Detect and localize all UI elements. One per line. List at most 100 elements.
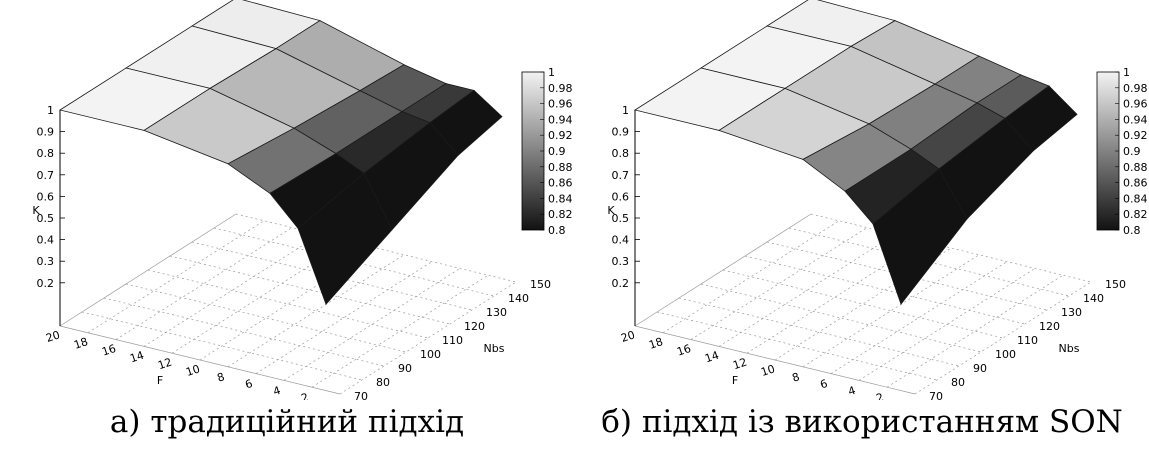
- chart-a-floor-gridline-nbs: [81, 311, 363, 381]
- chart-b-f-tick-label: 6: [819, 377, 830, 392]
- chart-b-floor-gridline-f: [662, 220, 840, 334]
- chart-b-z-tick-label: 0.3: [612, 255, 630, 268]
- chart-b-z-tick-label: 0.4: [612, 234, 630, 247]
- chart-a-floor-grid: [59, 213, 517, 395]
- chart-b-f-tick-label: 16: [675, 342, 692, 359]
- chart-a-floor-gridline-nbs: [191, 241, 473, 311]
- chart-a-surface: [58, 0, 503, 305]
- chart-b-nbs-tick-label: 70: [929, 390, 943, 400]
- chart-a-floor-gridline-nbs: [147, 269, 429, 339]
- chart-b-colorbar-tick-label: 0.88: [1123, 161, 1148, 174]
- chart-a-f-axis-label: F: [157, 374, 163, 387]
- chart-b-z-axis-label: K: [607, 204, 615, 217]
- chart-b-f-tick-label: 8: [791, 370, 802, 385]
- chart-a-colorbar-tick-label: 0.82: [548, 208, 573, 221]
- chart-b-f-tick-label: 2: [875, 391, 886, 400]
- chart-a-floor-gridline-nbs: [213, 227, 495, 297]
- chart-b-z-tick-label: 1: [622, 104, 629, 117]
- chart-b-z-tick-label: 0.5: [612, 212, 630, 225]
- chart-a-z-tick-label: 0.5: [37, 212, 55, 225]
- chart-b-floor-gridline-nbs: [700, 283, 982, 353]
- chart-b-nbs-tick-label: 150: [1105, 278, 1126, 291]
- chart-b-nbs-tick-label: 80: [951, 376, 965, 389]
- chart-a-nbs-tick-label: 130: [486, 306, 507, 319]
- chart-b-nbs-tick-label: 120: [1039, 320, 1060, 333]
- chart-a-nbs-tick-label: 100: [420, 348, 441, 361]
- chart-b-f-axis-label: F: [732, 374, 738, 387]
- chart-a-z-tick-label: 0.7: [37, 169, 55, 182]
- chart-b-nbs-tick-label: 140: [1083, 292, 1104, 305]
- chart-b-surface-patch: [872, 168, 968, 306]
- chart-a-colorbar-tick-label: 0.92: [548, 129, 573, 142]
- chart-a-surface-patch: [297, 172, 393, 305]
- chart-b-z-tick-label: 0.8: [612, 147, 630, 160]
- chart-b-colorbar-tick-label: 0.9: [1123, 145, 1141, 158]
- chart-a-nbs-tick-label: 150: [530, 278, 551, 291]
- chart-b-colorbar-tick-label: 0.8: [1123, 224, 1141, 237]
- chart-a-colorbar-tick-label: 1: [548, 66, 555, 79]
- chart-b-nbs-tick-label: 130: [1061, 306, 1082, 319]
- chart-b-f-tick-label: 0: [903, 397, 914, 400]
- chart-a-z-tick-label: 0.4: [37, 234, 55, 247]
- chart-a-f-ticks: 20181614121086420: [44, 328, 338, 400]
- chart-a-colorbar-tick-label: 0.86: [548, 177, 573, 190]
- chart-b-colorbar-tick-label: 0.98: [1123, 82, 1148, 95]
- chart-a-floor-gridline-f: [115, 227, 293, 340]
- chart-b-colorbar-tick-label: 0.92: [1123, 129, 1148, 142]
- chart-a-colorbar-tick-label: 0.98: [548, 82, 573, 95]
- chart-a-f-tick-label: 14: [128, 349, 145, 366]
- chart-b-f-tick-label: 10: [759, 362, 776, 379]
- chart-b-nbs-tick-label: 90: [973, 362, 987, 375]
- chart-a-nbs-axis-label: Nbs: [484, 342, 505, 355]
- chart-a-nbs-tick-label: 120: [464, 320, 485, 333]
- chart-b-nbs-tick-label: 100: [995, 348, 1016, 361]
- chart-b-floor-gridline-nbs: [678, 297, 960, 367]
- chart-a-f-tick-label: 12: [156, 356, 173, 373]
- chart-a-colorbar-tick-label: 0.94: [548, 113, 573, 126]
- chart-a-nbs-tick-label: 70: [354, 390, 368, 400]
- chart-b-floor-gridline-nbs: [744, 255, 1026, 325]
- chart-a-floor-gridline-nbs: [125, 283, 407, 353]
- chart-b-colorbar-tick-label: 0.86: [1123, 177, 1148, 190]
- chart-panel-b: 0.2 0.3 0.4 0.5 0.6 0.7 0.8 0.9 1 K 20 18 16 14 12 10 8 6…: [575, 0, 1149, 459]
- chart-a-z-tick-label: 0.6: [37, 190, 55, 203]
- chart-a-nbs-tick-label: 140: [508, 292, 529, 305]
- chart-a-floor-gridline-nbs: [235, 213, 517, 283]
- chart-b-floor-gridline-nbs: [788, 227, 1070, 297]
- chart-a-colorbar-tick-label: 0.9: [548, 145, 566, 158]
- chart-b-f-tick-label: 4: [847, 384, 858, 399]
- chart-b-floor-gridline-nbs: [656, 311, 938, 381]
- chart-b-f-tick-label: 18: [647, 335, 664, 352]
- chart-b-floor-gridline-nbs: [722, 269, 1004, 339]
- chart-a-z-tick-label: 1: [47, 104, 54, 117]
- chart-a-z-tick-label: 0.9: [37, 126, 55, 139]
- chart-b-colorbar-tick-label: 0.82: [1123, 208, 1148, 221]
- chart-b-f-tick-label: 12: [731, 356, 748, 373]
- chart-a-colorbar-tick-label: 0.84: [548, 192, 573, 205]
- chart-a-f-tick-label: 20: [44, 328, 61, 345]
- chart-a-caption: а) традиційний підхід: [109, 404, 465, 440]
- chart-b-caption: б) підхід із використанням SON: [601, 404, 1123, 440]
- chart-a-z-tick-label: 0.8: [37, 147, 55, 160]
- chart-b-z-tick-label: 0.7: [612, 169, 630, 182]
- chart-a-z-axis-label: K: [32, 204, 40, 217]
- chart-a-nbs-tick-label: 80: [376, 376, 390, 389]
- chart-b-colorbar-tick-label: 1: [1123, 66, 1130, 79]
- chart-a-floor-gridline-nbs: [169, 255, 451, 325]
- chart-b-surface: [633, 0, 1078, 306]
- chart-b-nbs-axis-label: Nbs: [1059, 342, 1080, 355]
- chart-a-colorbar-tick-label: 0.96: [548, 98, 573, 111]
- chart-a-colorbar-tick-label: 0.88: [548, 161, 573, 174]
- chart-b-f-ticks: 20181614121086420: [619, 328, 913, 400]
- chart-a-z-tick-label: 0.3: [37, 255, 55, 268]
- chart-a-floor-gridline-nbs: [59, 325, 341, 395]
- chart-a-colorbar-tick-label: 0.8: [548, 224, 566, 237]
- chart-b-colorbar-tick-label: 0.96: [1123, 98, 1148, 111]
- chart-panel-a: 0.2 0.3 0.4 0.5 0.6 0.7 0.8 0.9 1 K 20 18 16 14 12 10 8 6…: [0, 0, 574, 459]
- chart-a-nbs-tick-label: 110: [442, 334, 463, 347]
- chart-b-colorbar-tick-label: 0.84: [1123, 192, 1148, 205]
- chart-b-floor-gridline-nbs: [634, 325, 916, 395]
